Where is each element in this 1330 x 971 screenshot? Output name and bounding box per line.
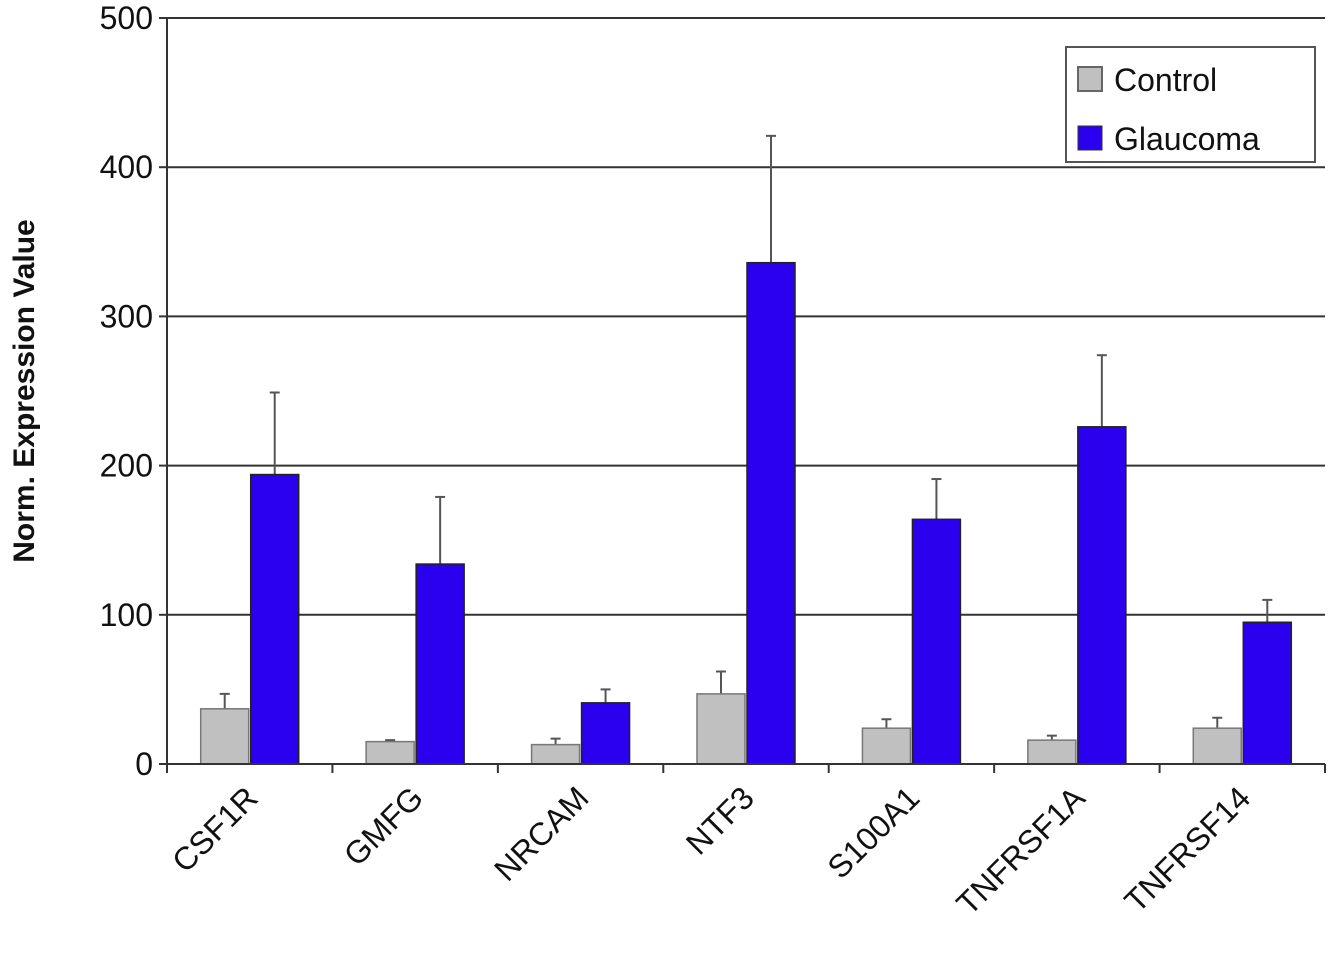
legend: Control Glaucoma	[1065, 46, 1316, 163]
legend-label-glaucoma: Glaucoma	[1114, 121, 1260, 157]
bar-control-nrcam	[530, 743, 581, 765]
bar-glaucoma-nrcam	[580, 702, 631, 765]
legend-swatch-control	[1077, 66, 1103, 92]
bar-glaucoma-csf1r	[249, 473, 300, 765]
bar-glaucoma-s100a1	[911, 518, 962, 765]
legend-label-control: Control	[1114, 62, 1217, 98]
y-tick-label: 500	[100, 0, 153, 36]
x-tick-label: CSF1R	[165, 779, 265, 879]
y-tick-label: 0	[135, 746, 153, 782]
x-tick-label: NRCAM	[487, 779, 595, 887]
y-axis-ticks: 0 100 200 300 400 500	[100, 0, 167, 782]
bar-glaucoma-tnfrsf1a	[1077, 426, 1127, 765]
y-tick-label: 400	[100, 149, 153, 185]
axes	[166, 18, 1326, 773]
bar-control-tnfrsf14	[1192, 727, 1243, 765]
bar-control-csf1r	[199, 708, 250, 765]
bar-control-ntf3	[696, 693, 746, 765]
bars	[199, 134, 1293, 765]
x-tick-label: GMFG	[337, 779, 430, 872]
gridlines	[167, 17, 1325, 616]
y-tick-label: 200	[100, 448, 153, 484]
legend-box	[1065, 46, 1316, 163]
x-axis-labels: CSF1R GMFG NRCAM NTF3 S100A1 TNFRSF1A TNFRSF14	[165, 779, 1257, 922]
legend-swatch-glaucoma	[1077, 125, 1103, 151]
y-tick-label: 100	[100, 597, 153, 633]
bar-control-tnfrsf1a	[1027, 739, 1077, 765]
x-tick-label: S100A1	[820, 779, 926, 885]
bar-control-gmfg	[365, 740, 415, 765]
bar-glaucoma-ntf3	[746, 261, 796, 765]
bar-control-s100a1	[861, 727, 912, 765]
y-tick-label: 300	[100, 298, 153, 334]
y-axis-label: Norm. Expression Value	[8, 219, 41, 562]
bar-glaucoma-gmfg	[415, 563, 465, 765]
x-tick-label: TNFRSF14	[1117, 779, 1257, 919]
x-tick-label: NTF3	[679, 779, 761, 861]
x-tick-label: TNFRSF1A	[949, 779, 1092, 922]
bar-glaucoma-tnfrsf14	[1242, 621, 1293, 765]
